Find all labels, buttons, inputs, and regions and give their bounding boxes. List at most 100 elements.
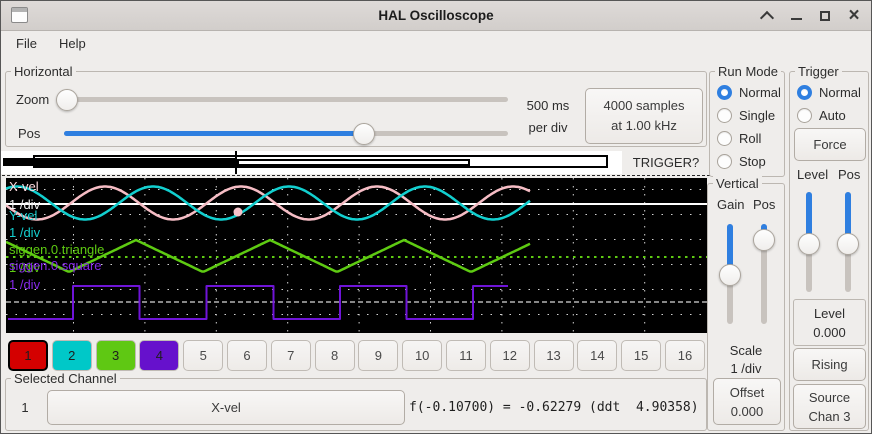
timebase-unit: per div (528, 120, 568, 135)
scope-top-separator (2, 175, 710, 176)
timebase-value: 500 ms (526, 98, 570, 113)
force-button[interactable]: Force (794, 128, 866, 161)
slope-button[interactable]: Rising (793, 348, 866, 381)
channel-button-7[interactable]: 7 (270, 340, 311, 371)
shade-icon (759, 10, 775, 26)
run-mode-label-stop: Stop (739, 153, 766, 169)
trace-3 (8, 285, 508, 320)
trigger-radio-normal[interactable] (797, 84, 812, 100)
channel-name-button[interactable]: X-vel (47, 390, 405, 425)
run-mode-options: Normal Single Roll Stop (710, 72, 784, 172)
timebase-readout: 500 ms per div (516, 95, 580, 139)
source-button[interactable]: Source Chan 3 (793, 384, 866, 429)
trigger-point-marker (235, 151, 237, 174)
scope-display[interactable]: X-vel 1 /div Y-vel 1 /div siggen.0.triangle 1… (6, 178, 707, 333)
vertical-group-label: Vertical (713, 176, 762, 191)
samples-button[interactable]: 4000 samples at 1.00 kHz (585, 88, 703, 144)
scale-readout: Scale 1 /div (729, 343, 763, 376)
maximize-icon (820, 10, 830, 21)
run-mode-option-roll[interactable]: Roll (710, 127, 784, 149)
zoom-slider-track[interactable] (56, 97, 508, 102)
close-button[interactable]: × (848, 4, 860, 26)
trigger-position-bar[interactable] (1, 151, 622, 174)
trigger-group-label: Trigger (795, 64, 842, 79)
sample-marker-dot (233, 207, 243, 217)
run-mode-radio-roll[interactable] (717, 130, 732, 146)
channel-button-6[interactable]: 6 (226, 340, 267, 371)
selected-channel-group: Selected Channel 1 X-vel f(-0.10700) = -… (5, 371, 707, 431)
channel-button-3[interactable]: 3 (95, 340, 136, 371)
run-mode-label-roll: Roll (739, 130, 762, 146)
run-mode-radio-stop[interactable] (717, 153, 732, 169)
channel-button-4[interactable]: 4 (139, 340, 180, 371)
selected-channel-group-label: Selected Channel (11, 371, 120, 386)
display-window-bar (237, 159, 470, 166)
window-title: HAL Oscilloscope (378, 8, 494, 23)
shade-button[interactable] (759, 9, 775, 26)
gain-slider-handle[interactable] (719, 264, 741, 286)
maximize-button[interactable] (818, 9, 832, 23)
scope-label-1-div: 1 /div (9, 225, 41, 240)
vertical-pos-slider-handle[interactable] (753, 229, 775, 251)
run-mode-group: Run Mode Normal Single Roll Stop (709, 64, 785, 177)
trigger-radio-auto[interactable] (797, 107, 812, 123)
pos-slider-handle[interactable] (353, 122, 375, 145)
trigger-group: Trigger Normal Auto Force Level Pos Level… (789, 64, 869, 431)
channel-button-16[interactable]: 16 (664, 340, 705, 371)
vertical-group: Vertical Gain Pos Scale 1 /div Offset 0.… (707, 176, 785, 431)
trigger-question-label: TRIGGER? (632, 155, 700, 170)
channel-button-15[interactable]: 15 (621, 340, 662, 371)
run-mode-option-single[interactable]: Single (710, 104, 784, 126)
vertical-pos-label: Pos (753, 197, 776, 212)
channel-button-8[interactable]: 8 (314, 340, 355, 371)
pos-slider-fill (64, 131, 364, 136)
trigger-option-auto[interactable]: Auto (790, 104, 868, 126)
channel-button-row: 1 2 3 4 5 6 7 8 9 10 11 12 13 14 15 16 (8, 340, 705, 371)
channel-button-14[interactable]: 14 (577, 340, 618, 371)
run-mode-option-normal[interactable]: Normal (710, 81, 784, 103)
trigger-level-slider-handle[interactable] (798, 233, 820, 255)
function-readout: f(-0.10700) = -0.62279 (ddt 4.90358) (409, 400, 699, 415)
channel-button-13[interactable]: 13 (533, 340, 574, 371)
scope-label-siggen-0-triangle: siggen.0.triangle (9, 242, 105, 257)
channel-button-12[interactable]: 12 (489, 340, 530, 371)
scope-label-1-div: 1 /div (9, 197, 41, 212)
run-mode-option-stop[interactable]: Stop (710, 150, 784, 172)
scope-label-x-vel: X-vel (9, 179, 39, 194)
pretrigger-bar (3, 158, 237, 166)
horizontal-group: Horizontal Zoom Pos 500 ms per div 4000 … (5, 64, 707, 147)
scope-label-1-div: 1 /div (9, 277, 41, 292)
trigger-pos-slider-handle[interactable] (837, 233, 859, 255)
zoom-label: Zoom (16, 92, 50, 107)
minimize-button[interactable] (789, 9, 803, 23)
zoom-slider-handle[interactable] (56, 88, 78, 111)
trigger-level-readout: Level 0.000 (793, 299, 866, 346)
scope-label-1-div: 1 /div (9, 260, 41, 275)
scope-label-y-vel: Y-vel (9, 208, 38, 223)
scope-canvas[interactable] (6, 178, 707, 333)
offset-button[interactable]: Offset 0.000 (713, 378, 781, 425)
trigger-options: Normal Auto (790, 72, 868, 126)
trace-1 (6, 185, 531, 221)
menu-bar: File Help (5, 30, 97, 58)
pos-label: Pos (18, 126, 41, 141)
run-mode-radio-single[interactable] (717, 107, 732, 123)
channel-button-10[interactable]: 10 (402, 340, 443, 371)
channel-button-11[interactable]: 11 (445, 340, 486, 371)
selected-channel-number: 1 (21, 400, 29, 415)
window-icon (11, 7, 28, 23)
trace-2 (6, 238, 531, 273)
trigger-label-normal: Normal (819, 84, 861, 100)
channel-button-9[interactable]: 9 (358, 340, 399, 371)
scope-label-siggen-0-square: siggen.0.square (9, 258, 102, 273)
gain-label: Gain (717, 197, 745, 212)
title-bar: HAL Oscilloscope × (1, 1, 871, 31)
menu-help[interactable]: Help (58, 36, 86, 51)
menu-file[interactable]: File (16, 36, 37, 51)
run-mode-radio-normal[interactable] (717, 84, 732, 100)
channel-button-2[interactable]: 2 (51, 340, 92, 371)
trigger-level-label: Level (797, 167, 829, 182)
channel-button-5[interactable]: 5 (183, 340, 224, 371)
trigger-option-normal[interactable]: Normal (790, 81, 868, 103)
channel-button-1[interactable]: 1 (8, 340, 48, 371)
